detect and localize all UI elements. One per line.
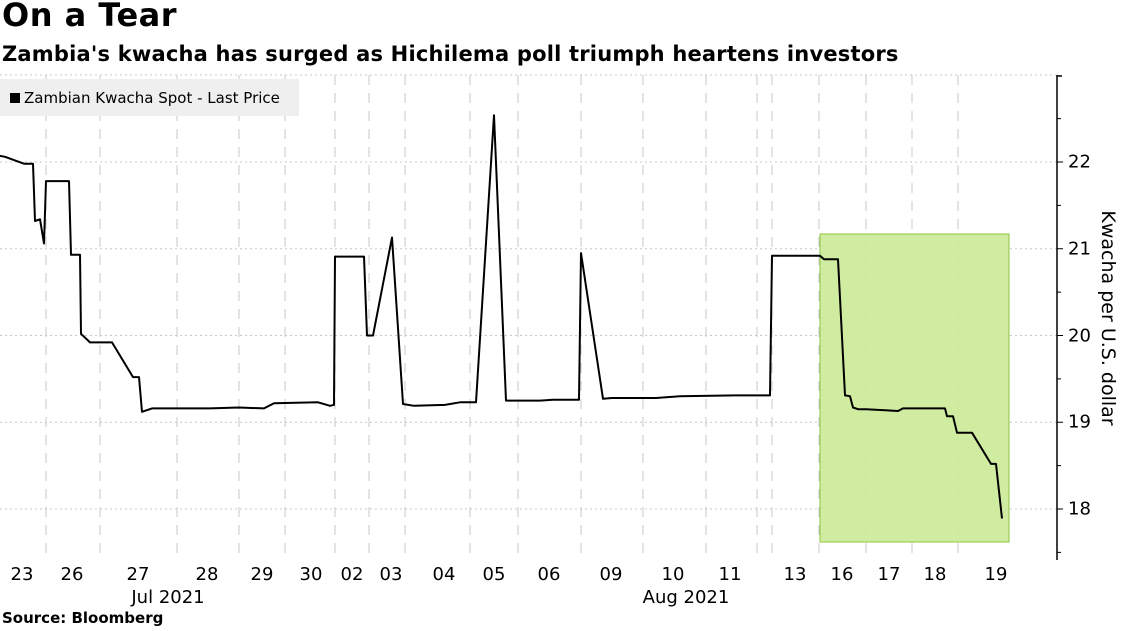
x-tick-label: 18 (923, 564, 947, 585)
chart-title: On a Tear (2, 0, 178, 34)
y-tick-label: 20 (1068, 325, 1091, 346)
x-tick-label: 03 (379, 564, 403, 585)
x-tick-label: 29 (250, 564, 274, 585)
x-tick-label: 06 (537, 564, 561, 585)
y-tick-label: 22 (1068, 151, 1091, 173)
x-tick-label: 17 (877, 564, 901, 585)
y-tick-label: 18 (1068, 498, 1091, 520)
x-month-label: Aug 2021 (642, 587, 730, 608)
y-tick-label: 19 (1068, 411, 1091, 433)
kwacha-price-line (0, 114, 1003, 519)
x-tick-label: 11 (718, 564, 742, 585)
x-tick-label: 19 (984, 564, 1008, 585)
x-tick-label: 26 (60, 564, 84, 585)
x-tick-label: 28 (195, 564, 219, 585)
x-tick-label: 05 (482, 564, 506, 585)
x-tick-label: 13 (783, 564, 807, 585)
x-tick-label: 30 (299, 564, 323, 585)
x-tick-label: 10 (661, 564, 685, 585)
x-tick-label: 09 (599, 564, 623, 585)
x-tick-label: 04 (432, 564, 456, 585)
y-tick-label: 21 (1068, 238, 1091, 260)
y-axis (1056, 75, 1063, 560)
x-tick-label: 23 (10, 564, 34, 585)
x-tick-label: 16 (830, 564, 854, 585)
chart-subtitle: Zambia's kwacha has surged as Hichilema … (2, 42, 899, 66)
x-tick-label: 02 (340, 564, 364, 585)
x-month-label: Jul 2021 (131, 587, 205, 608)
legend: Zambian Kwacha Spot - Last Price (0, 79, 299, 116)
x-tick-label: 27 (126, 564, 150, 585)
legend-swatch-icon (10, 92, 20, 103)
y-axis-label: Kwacha per U.S. dollar (1097, 210, 1119, 426)
highlight-region (819, 233, 1010, 543)
legend-label: Zambian Kwacha Spot - Last Price (24, 88, 280, 107)
source-note: Source: Bloomberg (2, 609, 164, 627)
